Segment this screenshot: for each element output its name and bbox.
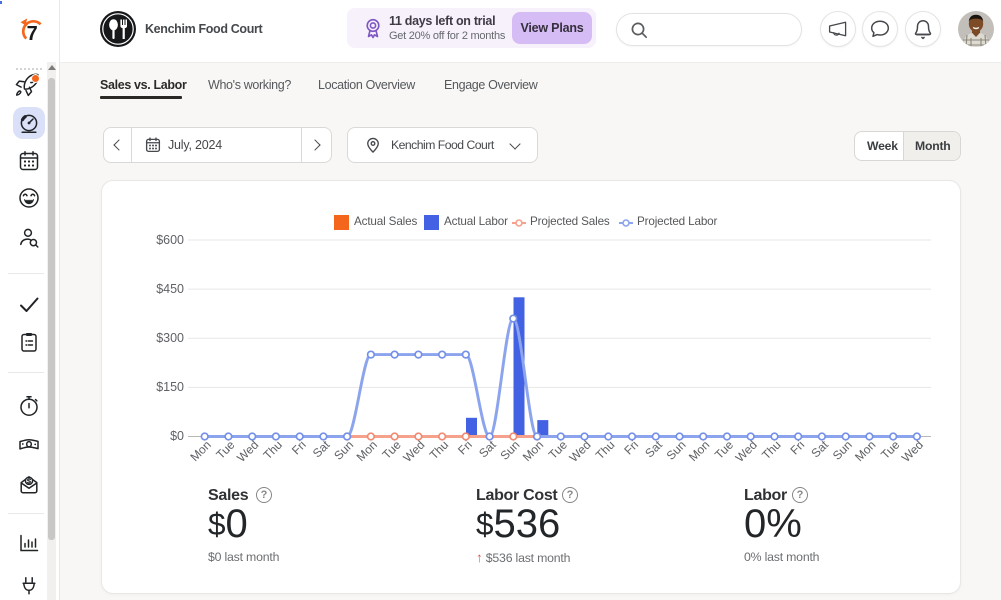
- svg-text:Sun: Sun: [664, 438, 689, 463]
- svg-text:Tue: Tue: [546, 437, 570, 461]
- svg-text:Wed: Wed: [899, 438, 926, 465]
- svg-text:Mon: Mon: [187, 438, 213, 464]
- svg-text:$600: $600: [156, 233, 184, 247]
- svg-text:Sat: Sat: [310, 437, 333, 460]
- svg-text:$0: $0: [170, 429, 184, 443]
- svg-text:Tue: Tue: [380, 437, 404, 461]
- svg-text:Sat: Sat: [476, 437, 499, 460]
- svg-text:Thu: Thu: [593, 438, 618, 463]
- svg-text:Mon: Mon: [354, 438, 380, 464]
- svg-text:Fri: Fri: [455, 438, 475, 458]
- svg-text:Sat: Sat: [642, 437, 665, 460]
- svg-text:Fri: Fri: [621, 438, 641, 458]
- svg-text:Mon: Mon: [852, 438, 878, 464]
- svg-text:Tue: Tue: [712, 437, 736, 461]
- svg-text:Fri: Fri: [289, 438, 309, 458]
- svg-text:7: 7: [27, 23, 38, 43]
- svg-text:Thu: Thu: [260, 438, 285, 463]
- svg-text:Sun: Sun: [830, 438, 855, 463]
- svg-text:Wed: Wed: [566, 438, 593, 465]
- svg-text:Sat: Sat: [808, 437, 831, 460]
- svg-text:Wed: Wed: [400, 438, 427, 465]
- svg-text:$450: $450: [156, 282, 184, 296]
- svg-text:Thu: Thu: [427, 438, 452, 463]
- svg-text:Thu: Thu: [759, 438, 784, 463]
- svg-text:Mon: Mon: [520, 438, 546, 464]
- svg-text:$150: $150: [156, 380, 184, 394]
- svg-text:Fri: Fri: [788, 438, 808, 458]
- svg-text:Tue: Tue: [213, 437, 237, 461]
- svg-text:Tue: Tue: [878, 437, 902, 461]
- svg-text:Wed: Wed: [733, 438, 760, 465]
- svg-text:$300: $300: [156, 331, 184, 345]
- svg-text:Sun: Sun: [331, 438, 356, 463]
- svg-text:Mon: Mon: [686, 438, 712, 464]
- svg-text:Sun: Sun: [497, 438, 522, 463]
- svg-text:Wed: Wed: [234, 438, 261, 465]
